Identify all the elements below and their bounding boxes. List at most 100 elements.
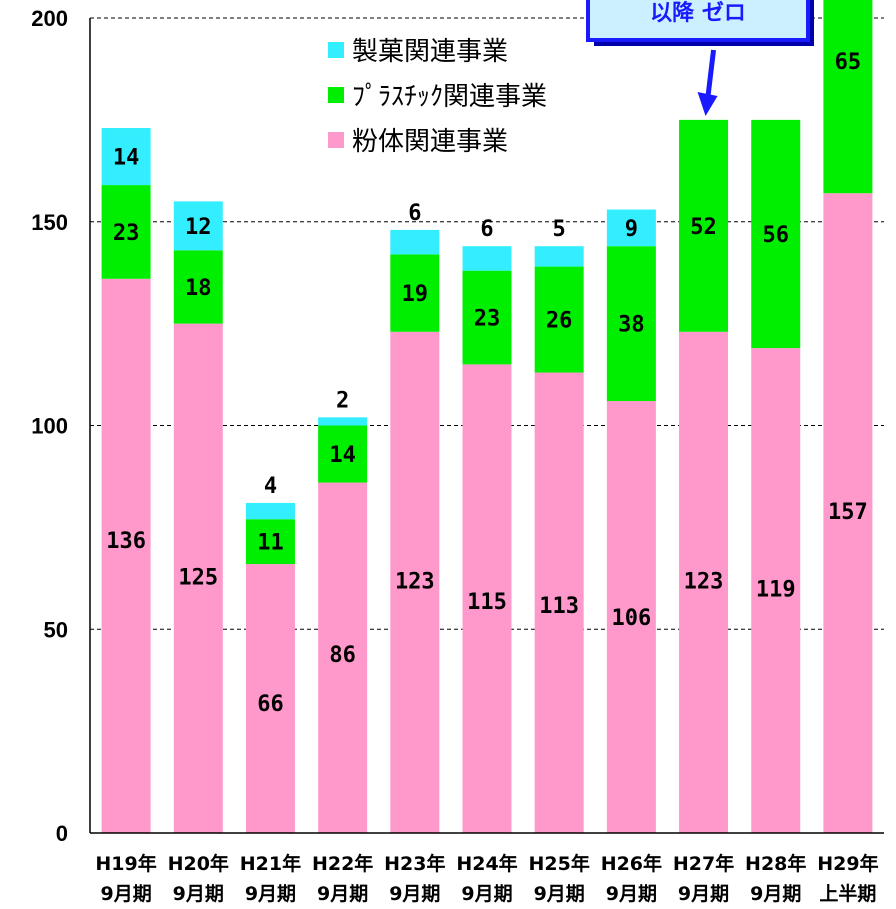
- x-tick-label-0-1: 9月期: [100, 883, 151, 905]
- value-label-2-6: 5: [553, 217, 566, 242]
- x-tick-label-7-1: 9月期: [606, 883, 657, 905]
- y-tick-label-0: 0: [56, 821, 68, 846]
- value-label-2-3: 2: [336, 388, 349, 413]
- bar-2-2: [245, 502, 295, 520]
- callout-arrow-head: [697, 92, 718, 116]
- value-label-0-1: 125: [178, 565, 218, 590]
- x-tick-label-10-0: H29年: [817, 852, 878, 875]
- value-label-1-8: 52: [690, 215, 717, 240]
- bar-0-10: [823, 193, 873, 834]
- bar-0-4: [390, 331, 440, 833]
- value-label-0-6: 113: [539, 594, 579, 619]
- value-label-2-5: 6: [480, 217, 493, 242]
- value-label-1-4: 19: [402, 282, 429, 307]
- x-tick-label-3-1: 9月期: [317, 883, 368, 905]
- callout-text: 以降 ゼロ: [650, 1, 746, 26]
- value-label-0-3: 86: [329, 643, 356, 668]
- value-label-1-10: 65: [835, 50, 862, 75]
- value-label-2-2: 4: [264, 474, 277, 499]
- bar-1-8: [679, 119, 729, 332]
- bar-2-1: [173, 201, 223, 251]
- bar-1-0: [101, 185, 151, 279]
- bar-2-6: [534, 246, 584, 267]
- x-tick-label-0-0: H19年: [95, 852, 156, 875]
- bar-0-6: [534, 372, 584, 833]
- bars: 136 23 14 125 18 12 66 11 4 86 14 2 123 19 6 115 23 6 113 2…: [101, 0, 873, 834]
- callout-arrow-shaft: [705, 49, 717, 101]
- bar-1-1: [173, 250, 223, 324]
- x-tick-label-9-1: 9月期: [750, 883, 801, 905]
- x-tick-label-5-0: H24年: [456, 852, 517, 875]
- value-label-1-3: 14: [329, 443, 356, 468]
- y-tick-label-200: 200: [31, 6, 68, 31]
- legend-label-1: ﾌﾟﾗｽﾁｯｸ関連事業: [352, 82, 547, 112]
- bar-0-2: [245, 564, 295, 833]
- value-label-0-2: 66: [257, 692, 284, 717]
- bar-0-3: [318, 482, 368, 833]
- x-tick-label-3-0: H22年: [312, 852, 373, 875]
- bar-1-7: [606, 246, 656, 402]
- x-tick-label-7-0: H26年: [601, 852, 662, 875]
- x-tick-label-1-0: H20年: [168, 852, 229, 875]
- legend-swatch-2: [328, 42, 344, 58]
- x-tick-label-6-1: 9月期: [534, 883, 585, 905]
- bar-0-0: [101, 278, 151, 833]
- value-label-2-0: 14: [113, 146, 140, 171]
- annotation: 以降 ゼロ: [586, 0, 814, 116]
- bar-1-2: [245, 519, 295, 565]
- value-label-1-6: 26: [546, 309, 573, 334]
- x-tick-label-10-1: 上半期: [819, 882, 876, 905]
- bar-2-0: [101, 128, 151, 186]
- bar-0-7: [606, 401, 656, 833]
- y-tick-label-50: 50: [44, 617, 68, 642]
- x-tick-label-5-1: 9月期: [461, 883, 512, 905]
- value-label-0-7: 106: [611, 606, 651, 631]
- callout-box: [586, 0, 810, 42]
- bar-1-10: [823, 0, 873, 194]
- value-label-0-4: 123: [395, 570, 435, 595]
- bar-0-5: [462, 364, 512, 833]
- value-label-1-7: 38: [618, 313, 645, 338]
- bar-2-3: [318, 417, 368, 426]
- legend-swatch-1: [328, 87, 344, 103]
- bar-2-4: [390, 229, 440, 255]
- legend-label-0: 粉体関連事業: [352, 127, 508, 157]
- value-label-0-8: 123: [684, 570, 724, 595]
- value-label-1-2: 11: [257, 531, 284, 556]
- y-tick-label-150: 150: [31, 210, 68, 235]
- x-tick-label-4-0: H23年: [384, 852, 445, 875]
- x-tick-label-6-0: H25年: [529, 852, 590, 875]
- value-label-1-9: 56: [762, 223, 789, 248]
- value-label-0-5: 115: [467, 590, 507, 615]
- bar-1-4: [390, 254, 440, 332]
- bar-0-8: [679, 331, 729, 833]
- x-tick-label-1-1: 9月期: [173, 883, 224, 905]
- x-tick-label-2-0: H21年: [240, 852, 301, 875]
- bar-1-9: [751, 119, 801, 349]
- x-tick-label-8-0: H27年: [673, 852, 734, 875]
- value-label-0-9: 119: [756, 578, 796, 603]
- value-label-2-1: 12: [185, 215, 212, 240]
- bar-2-5: [462, 246, 512, 271]
- bar-0-1: [173, 323, 223, 833]
- x-tick-label-4-1: 9月期: [389, 883, 440, 905]
- legend-swatch-0: [328, 132, 344, 148]
- bar-1-6: [534, 266, 584, 373]
- bar-1-5: [462, 270, 512, 365]
- x-tick-label-8-1: 9月期: [678, 883, 729, 905]
- bar-1-3: [318, 425, 368, 483]
- bar-2-7: [606, 209, 656, 247]
- value-label-1-0: 23: [113, 221, 140, 246]
- value-label-0-10: 157: [828, 500, 868, 525]
- value-label-2-7: 9: [625, 217, 638, 242]
- y-tick-label-100: 100: [31, 414, 68, 439]
- value-label-1-1: 18: [185, 276, 212, 301]
- bar-0-9: [751, 348, 801, 833]
- axes: 0 50 100 150 200 H19年 9月期 H20年 9月期 H21年 9月期 H22年 9月期…: [31, 6, 884, 905]
- value-label-1-5: 23: [474, 307, 501, 332]
- x-tick-label-9-0: H28年: [745, 852, 806, 875]
- x-tick-label-2-1: 9月期: [245, 883, 296, 905]
- legend-label-2: 製菓関連事業: [352, 37, 508, 67]
